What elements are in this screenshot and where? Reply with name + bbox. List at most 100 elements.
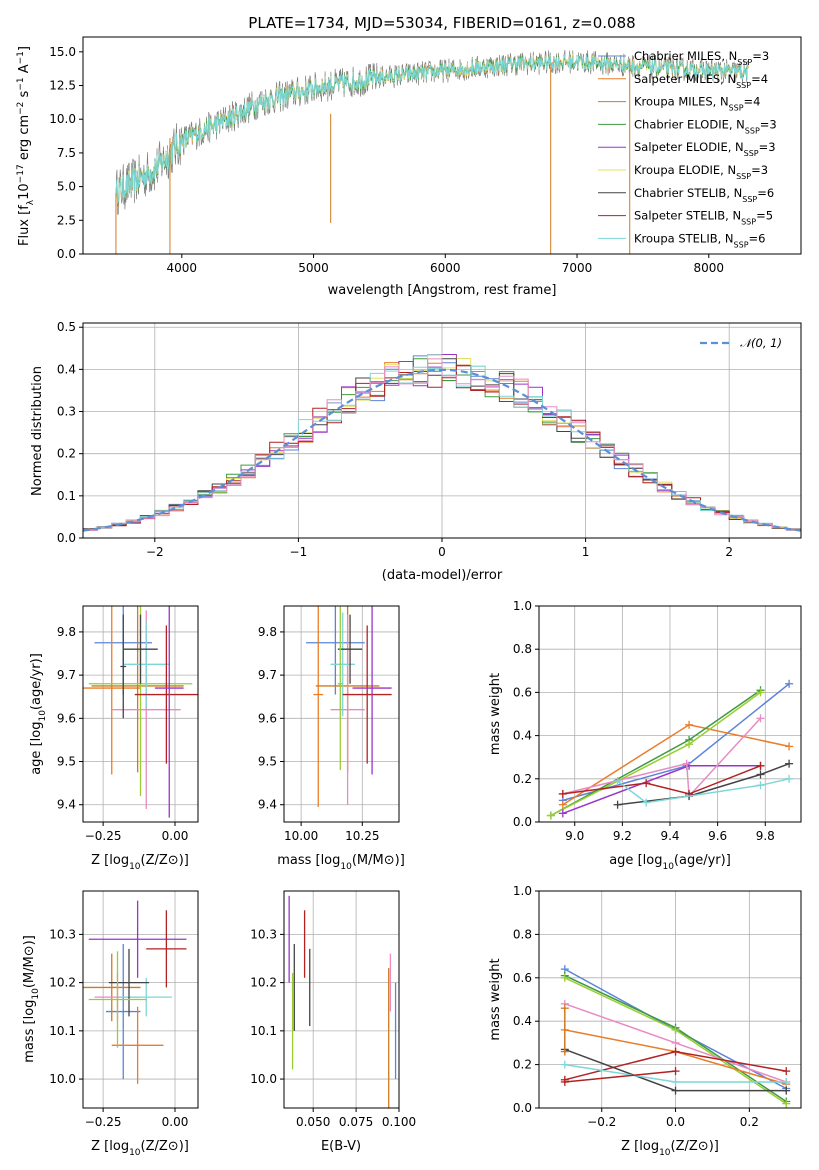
spectrum-ylabel-part: λ: [26, 199, 36, 205]
plot-area-mass_vs_ebv: [288, 895, 397, 1108]
x-tick-label: −1: [290, 545, 308, 559]
model-spectrum-line: [115, 54, 749, 205]
y-tick-label: 0.4: [57, 362, 76, 376]
ylabel-mass_vs_Z-part: mass [log: [22, 1000, 37, 1063]
xlabel-mass_vs_Z-part: ⊙: [168, 1139, 179, 1154]
xlabel-weight_vs_Z-part: 10: [659, 1148, 671, 1158]
xlabel-weight_vs_age-part: 10: [662, 862, 674, 872]
legend-entry-part: SSP: [734, 240, 749, 249]
legend-entry-part: =5: [756, 209, 773, 223]
x-tick-label: −0.25: [85, 829, 122, 843]
x-tick-label: 0.00: [162, 829, 189, 843]
y-tick-label: 0.3: [57, 405, 76, 419]
plot-area-residuals: [83, 354, 801, 532]
plot-area-weight_vs_age: [546, 679, 794, 820]
legend-entry: Kroupa MILES, NSSP=4: [634, 95, 760, 113]
legend-entry: Chabrier ELODIE, NSSP=3: [634, 117, 777, 135]
legend-entry-part: Salpeter MILES, N: [634, 72, 736, 86]
y-tick-label: 1.0: [513, 884, 532, 898]
y-tick-label: 0.8: [513, 927, 532, 941]
chart-residuals: −2 −1 0 1 2 0.0 0.1 0.2 0.3 0.4 0.5 𝒩(0, 1) (data-mo…: [30, 320, 802, 583]
spectrum-ylabel-part: 10: [17, 183, 32, 200]
y-tick-label: 0.8: [513, 642, 532, 656]
x-tick-label: 7000: [562, 261, 593, 275]
xlabel-age_vs_Z-part: )]: [179, 853, 189, 868]
y-tick-label: 0.2: [57, 447, 76, 461]
spectrum-title: PLATE=1734, MJD=53034, FIBERID=0161, z=0…: [248, 14, 635, 32]
legend-entry: Salpeter ELODIE, NSSP=3: [634, 140, 776, 158]
mass-weight-line: [617, 762, 790, 806]
legend-entry-part: =3: [759, 140, 776, 154]
axes-frame: [283, 890, 400, 1109]
ylabel-age_vs_Z-part: (age/yr)]: [29, 653, 44, 710]
y-tick-label: 7.5: [57, 146, 76, 160]
x-tick-label: 10.00: [284, 829, 318, 843]
y-tick-label: 10.0: [49, 1072, 76, 1086]
x-tick-label: 0.0: [666, 1115, 685, 1129]
legend-entry: Chabrier STELIB, NSSP=6: [634, 186, 774, 204]
legend-entry-part: Salpeter ELODIE, N: [634, 140, 744, 154]
spectrum-ylabel-part: −2: [16, 102, 26, 115]
legend-entry: Salpeter MILES, NSSP=4: [634, 72, 768, 90]
ylabel-mass_vs_Z-part: 10: [31, 988, 41, 1000]
xlabel-age_vs_Z: Z [log10(Z/Z⊙)]: [91, 853, 189, 872]
legend-entry: Kroupa STELIB, NSSP=6: [634, 231, 765, 249]
x-tick-label: 9.6: [708, 829, 727, 843]
y-tick-label: 0.2: [513, 772, 532, 786]
plot-area-mass_vs_Z: [83, 900, 187, 1084]
x-tick-label: −2: [146, 545, 164, 559]
ylabel-age_vs_Z: age [log10(age/yr)]: [29, 653, 48, 775]
spectrum-ylabel: Flux [fλ10−17 erg cm−2 s−1 A−1]: [16, 46, 36, 246]
xlabel-age_vs_Z-part: 10: [129, 862, 141, 872]
plot-area-age_vs_Z: [83, 606, 198, 818]
y-tick-label: 15.0: [49, 45, 76, 59]
xlabel-mass_vs_Z-part: 10: [129, 1148, 141, 1158]
legend-entry-part: Kroupa ELODIE, N: [634, 163, 736, 177]
xlabel-age_vs_mass-part: ⊙: [384, 853, 395, 868]
xlabel-age_vs_mass-part: (M/M: [352, 853, 384, 868]
legend-entry-part: SSP: [741, 217, 756, 226]
y-tick-label: 0.4: [513, 1014, 532, 1028]
xlabel-weight_vs_Z: Z [log10(Z/Z⊙)]: [621, 1139, 719, 1158]
y-tick-label: 0.5: [57, 320, 76, 334]
y-tick-label: 0.0: [57, 247, 76, 261]
y-tick-label: 0.0: [57, 531, 76, 545]
y-tick-label: 0.0: [513, 1101, 532, 1115]
x-tick-label: 9.2: [613, 829, 632, 843]
mass-weight-line: [562, 765, 761, 795]
xlabel-mass_vs_Z-part: (Z/Z: [141, 1139, 168, 1154]
xlabel-age_vs_Z-part: Z [log: [91, 853, 129, 868]
legend-entry-part: SSP: [744, 149, 759, 158]
legend-entry-part: SSP: [737, 58, 752, 67]
legend-entry: Chabrier MILES, NSSP=3: [634, 49, 769, 67]
legend-entry-part: =3: [760, 117, 777, 131]
x-tick-label: 2: [725, 545, 733, 559]
y-tick-label: 1.0: [513, 599, 532, 613]
legend-entry: Salpeter STELIB, NSSP=5: [634, 209, 773, 227]
xlabel-mass_vs_ebv: E(B-V): [321, 1139, 361, 1154]
x-tick-label: 0.00: [162, 1115, 189, 1129]
spectrum-ylabel-part: −1: [16, 77, 26, 90]
y-tick-label: 9.6: [57, 711, 76, 725]
ylabel-mass_vs_Z: mass [log10(M/M⊙)]: [22, 935, 41, 1063]
chart-age_vs_mass: 10.00 10.25 9.4 9.5 9.6 9.7 9.8 mass [log10(M/M…: [258, 605, 405, 872]
spectrum-ylabel-part: −1: [16, 51, 26, 64]
y-tick-label: 9.4: [258, 798, 277, 812]
xlabel-mass_vs_Z-part: Z [log: [91, 1139, 129, 1154]
x-tick-label: −0.2: [587, 1115, 616, 1129]
mass-weight-line: [550, 691, 761, 817]
chart-spectrum: 4000 5000 6000 7000 8000 0.0 2.5 5.0 7.5 10.0 12.5…: [16, 14, 802, 298]
ylabel-weight_vs_Z: mass weight: [488, 958, 503, 1040]
y-tick-label: 0.1: [57, 489, 76, 503]
spectrum-ylabel-part: Flux [f: [17, 205, 32, 246]
spectrum-xlabel: wavelength [Angstrom, rest frame]: [328, 283, 557, 298]
normal-legend-label: 𝒩(0, 1): [740, 336, 782, 350]
xlabel-age_vs_mass: mass [log10(M/M⊙)]: [277, 853, 405, 872]
y-tick-label: 9.6: [258, 711, 277, 725]
xlabel-weight_vs_Z-part: )]: [709, 1139, 719, 1154]
ylabel-mass_vs_Z-part: )]: [22, 935, 37, 945]
legend-entry-part: Chabrier ELODIE, N: [634, 117, 745, 131]
xlabel-age_vs_mass-part: mass [log: [277, 853, 340, 868]
